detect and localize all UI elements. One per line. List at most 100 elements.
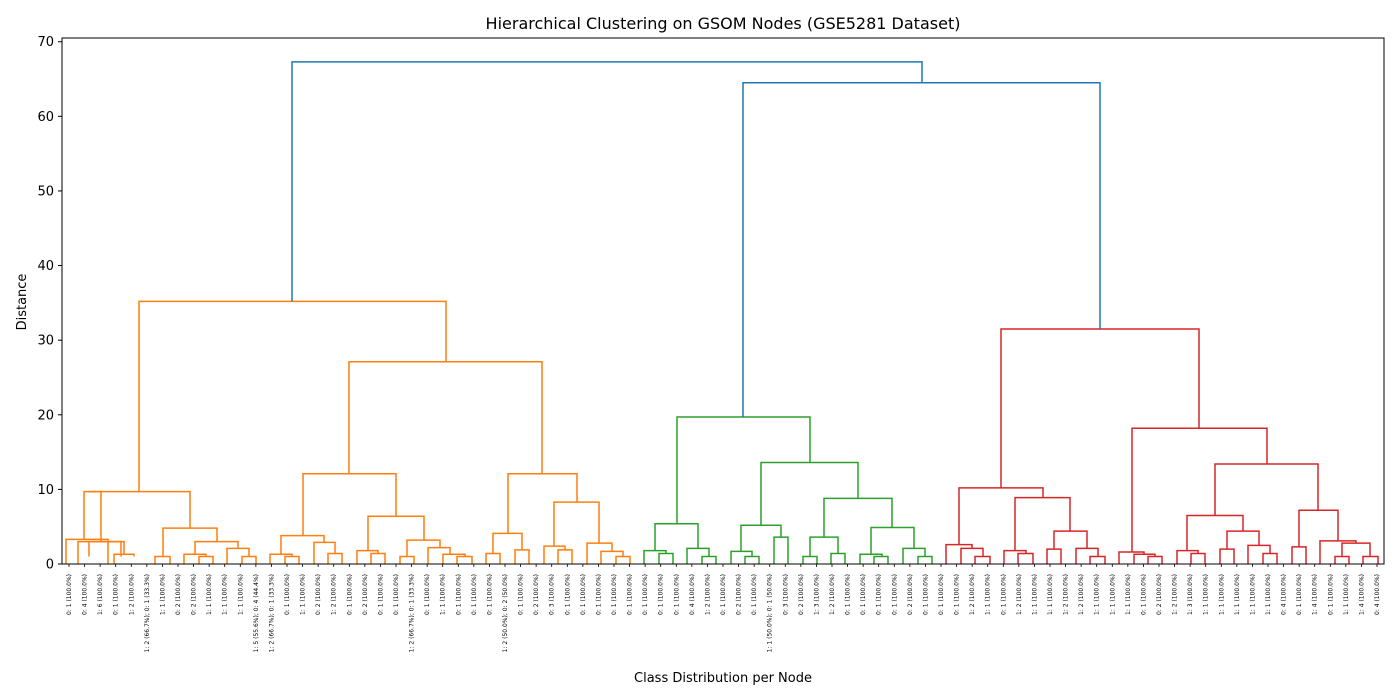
- dendrogram-link-orange: [113, 553, 135, 564]
- dendrogram-link-orange: [615, 555, 631, 564]
- dendrogram-link-orange: [456, 555, 473, 564]
- leaf-label: 1: 2 (100.0%): [1063, 574, 1070, 615]
- dendrogram-link-orange: [269, 553, 293, 564]
- leaf-label: 1: 1 (100.0%): [222, 574, 229, 615]
- plot-frame: [61, 37, 1385, 565]
- leaf-label: 1: 1 (100.0%): [1109, 574, 1116, 615]
- leaf-label: 0: 1 (100.0%): [922, 574, 929, 615]
- dendrogram-links: [65, 61, 1379, 564]
- leaf-label: 1: 2 (50.0%); 0: 2 (50.0%): [502, 574, 509, 652]
- leaf-label: 0: 2 (100.0%): [191, 574, 198, 615]
- leaf-label: 0: 1 (100.0%): [471, 574, 478, 615]
- leaf-label: 1: 2 (66.7%); 0: 1 (33.3%): [409, 574, 416, 652]
- leaf-label: 0: 1 (100.0%): [486, 574, 493, 615]
- leaf-label: 1: 6 (100.0%): [97, 574, 104, 615]
- leaf-label: 0: 1 (100.0%): [845, 574, 852, 615]
- dendrogram-link-orange: [226, 547, 250, 564]
- y-tick-label: 10: [37, 483, 54, 498]
- leaf-label: 1: 1 (100.0%): [1094, 574, 1101, 615]
- leaf-label: 1: 1 (100.0%): [1343, 574, 1350, 615]
- dendrogram-link-orange: [399, 555, 415, 564]
- leaf-label: 1: 3 (100.0%): [1187, 574, 1194, 615]
- dendrogram-link-red: [1133, 553, 1156, 564]
- leaf-label: 1: 1 (50.0%); 0: 1 (50.0%): [767, 574, 774, 652]
- leaf-label: 1: 2 (66.7%); 0: 1 (33.3%): [144, 574, 151, 652]
- y-tick-label: 70: [37, 35, 54, 50]
- leaf-label: 1: 1 (100.0%): [1203, 574, 1210, 615]
- leaf-label: 0: 2 (100.0%): [798, 574, 805, 615]
- leaf-label: 0: 1 (100.0%): [673, 574, 680, 615]
- dendrogram-link-red: [1147, 555, 1163, 564]
- dendrogram-link-red: [1046, 548, 1062, 564]
- dendrogram-link-green: [917, 555, 933, 564]
- leaf-label: 1: 1 (100.0%): [1047, 574, 1054, 615]
- dendrogram-link-green: [744, 555, 760, 564]
- dendrogram-link-red: [1176, 549, 1199, 564]
- dendrogram-link-green: [658, 552, 674, 564]
- leaf-label: 0: 1 (100.0%): [66, 574, 73, 615]
- dendrogram-link-orange: [65, 538, 109, 564]
- dendrogram-link-red: [1214, 463, 1319, 516]
- dendrogram-link-orange: [406, 539, 441, 557]
- dendrogram-link-orange: [507, 472, 578, 534]
- leaf-label: 0: 1 (100.0%): [938, 574, 945, 615]
- leaf-label: 1: 1 (100.0%): [440, 574, 447, 615]
- leaf-label: 0: 2 (100.0%): [175, 574, 182, 615]
- dendrogram-link-green: [773, 536, 789, 564]
- leaf-label: 0: 1 (100.0%): [642, 574, 649, 615]
- leaf-label: 0: 2 (100.0%): [362, 574, 369, 615]
- dendrogram-link-red: [945, 543, 973, 564]
- leaf-label: 0: 1 (100.0%): [346, 574, 353, 615]
- leaf-label: 0: 1 (100.0%): [113, 574, 120, 615]
- leaf-label: 0: 1 (100.0%): [284, 574, 291, 615]
- leaf-label: 0: 1 (100.0%): [860, 574, 867, 615]
- dendrogram-link-red: [1131, 427, 1268, 553]
- dendrogram-link-green: [643, 549, 667, 564]
- x-axis-label: Class Distribution per Node: [634, 671, 812, 686]
- leaf-label: 0: 4 (100.0%): [1374, 574, 1381, 615]
- dendrogram-link-orange: [427, 546, 451, 564]
- y-tick-label: 30: [37, 334, 54, 349]
- dendrogram-link-red: [1362, 555, 1379, 564]
- leaf-label: 0: 2 (100.0%): [315, 574, 322, 615]
- dendrogram-link-orange: [198, 555, 214, 564]
- y-tick-label: 40: [37, 259, 54, 274]
- leaf-label: 0: 1 (100.0%): [658, 574, 665, 615]
- dendrogram-link-green: [859, 553, 883, 564]
- dendrogram-link-orange: [586, 542, 613, 564]
- leaf-label: 1: 5 (55.6%); 0: 4 (44.4%): [253, 574, 260, 652]
- leaf-label: 0: 4 (100.0%): [689, 574, 696, 615]
- leaf-label: 0: 2 (100.0%): [907, 574, 914, 615]
- dendrogram-link-green: [902, 547, 926, 564]
- dendrogram-link-green: [830, 552, 846, 564]
- dendrogram-link-red: [1089, 555, 1106, 564]
- dendrogram-link-orange: [313, 541, 336, 564]
- leaf-label: 1: 1 (100.0%): [237, 574, 244, 615]
- dendrogram-link-red: [1247, 544, 1271, 564]
- dendrogram-link-orange: [370, 552, 386, 564]
- dendrogram-link-orange: [88, 490, 191, 529]
- dendrogram-link-orange: [442, 553, 466, 564]
- dendrogram-link-orange: [183, 553, 207, 564]
- leaf-label: 0: 1 (100.0%): [377, 574, 384, 615]
- leaf-label: 0: 4 (100.0%): [82, 574, 89, 615]
- dendrogram-link-orange: [88, 540, 125, 557]
- leaf-label: 0: 4 (100.0%): [1281, 574, 1288, 615]
- dendrogram-link-green: [870, 526, 915, 555]
- dendrogram-link-orange: [284, 555, 300, 564]
- leaf-label: 0: 1 (100.0%): [424, 574, 431, 615]
- dendrogram-link-red: [974, 555, 991, 564]
- leaf-label: 0: 2 (100.0%): [736, 574, 743, 615]
- dendrogram-link-red: [1334, 555, 1350, 564]
- dendrogram-link-red: [1341, 542, 1371, 557]
- dendrogram-link-red: [1017, 552, 1034, 564]
- leaf-label: 1: 1 (100.0%): [1218, 574, 1225, 615]
- leaf-label: 1: 4 (100.0%): [1312, 574, 1319, 615]
- leaf-label: 0: 1 (100.0%): [720, 574, 727, 615]
- dendrogram-link-orange: [327, 552, 343, 564]
- dendrogram-link-top: [291, 61, 923, 302]
- leaf-label: 1: 1 (100.0%): [1234, 574, 1241, 615]
- leaf-label: 1: 2 (100.0%): [1172, 574, 1179, 615]
- dendrogram-link-green: [686, 547, 710, 564]
- leaf-label: 0: 1 (100.0%): [1000, 574, 1007, 615]
